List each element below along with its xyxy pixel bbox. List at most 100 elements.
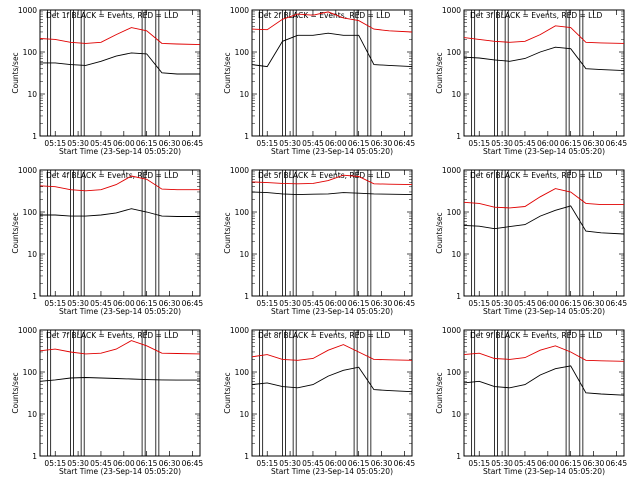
events-series-line (251, 32, 413, 68)
lld-series-line (463, 188, 624, 209)
x-tick-label: 06:45 (394, 139, 416, 148)
x-tick-label: 06:30 (583, 139, 605, 148)
x-tick-label: 06:15 (560, 459, 582, 468)
x-axis-label: Start Time (23-Sep-14 05:05:20) (59, 147, 181, 156)
x-tick-label: 06:15 (136, 139, 158, 148)
x-tick-label: 06:00 (537, 299, 559, 308)
y-tick-label: 100 (235, 208, 250, 217)
y-tick-label: 1000 (230, 326, 249, 335)
lld-series-line (39, 340, 201, 355)
panel-title: Det 6f BLACK = Events, RED = LLD (470, 171, 603, 180)
lld-series-line (463, 345, 625, 362)
x-tick-label: 06:45 (182, 459, 204, 468)
x-tick-label: 05:15 (256, 299, 278, 308)
x-tick-label: 06:15 (560, 299, 582, 308)
panel-det-1: Det 1f BLACK = Events, RED = LLD 1 10 100 10… (11, 6, 203, 156)
x-tick-label: 05:45 (514, 299, 536, 308)
y-tick-label: 1000 (442, 6, 461, 15)
panel-title: Det 3f BLACK = Events, RED = LLD (470, 11, 603, 20)
x-tick-label: 05:45 (90, 139, 112, 148)
y-tick-label: 1000 (230, 6, 249, 15)
x-axis-label: Start Time (23-Sep-14 05:05:20) (483, 307, 605, 316)
x-tick-label: 06:30 (371, 459, 393, 468)
plot-frame (39, 169, 201, 297)
events-series-line (463, 205, 625, 235)
x-tick-label: 06:00 (537, 459, 559, 468)
panel-det-4: Det 4f BLACK = Events, RED = LLD 1 10 100 10… (11, 166, 203, 316)
lld-series-line (251, 11, 413, 33)
y-tick-label: 1000 (18, 166, 37, 175)
panel-det-2: Det 2f BLACK = Events, RED = LLD 1 10 100 10… (223, 6, 415, 156)
y-tick-label: 100 (235, 368, 250, 377)
x-tick-label: 05:30 (491, 139, 513, 148)
y-tick-label: 1 (244, 132, 249, 141)
y-tick-label: 100 (447, 48, 462, 57)
x-axis-label: Start Time (23-Sep-14 05:05:20) (59, 467, 181, 476)
x-tick-label: 05:45 (514, 459, 536, 468)
y-tick-label: 10 (27, 90, 37, 99)
lld-series-line (39, 175, 200, 192)
x-tick-label: 05:30 (67, 459, 89, 468)
x-tick-label: 06:00 (113, 459, 135, 468)
panel-title: Det 5f BLACK = Events, RED = LLD (258, 171, 391, 180)
x-tick-label: 06:15 (348, 459, 370, 468)
y-tick-label: 10 (27, 250, 37, 259)
x-tick-label: 06:30 (371, 139, 393, 148)
y-tick-label: 10 (451, 250, 461, 259)
x-axis-label: Start Time (23-Sep-14 05:05:20) (271, 147, 393, 156)
x-axis-label: Start Time (23-Sep-14 05:05:20) (271, 467, 393, 476)
lld-series-line (463, 25, 625, 44)
panel-det-9: Det 9f BLACK = Events, RED = LLD 1 10 100 10… (435, 326, 627, 476)
x-tick-label: 05:15 (44, 139, 66, 148)
x-axis-label: Start Time (23-Sep-14 05:05:20) (59, 307, 181, 316)
panel-det-3: Det 3f BLACK = Events, RED = LLD 1 10 100 10… (435, 6, 627, 156)
plot-frame (39, 9, 201, 137)
plot-frame (39, 329, 201, 457)
y-tick-label: 10 (239, 250, 249, 259)
x-tick-label: 05:30 (67, 299, 89, 308)
y-axis-label: Counts/sec (435, 212, 444, 253)
y-tick-label: 100 (235, 48, 250, 57)
x-tick-label: 06:45 (182, 139, 204, 148)
x-tick-label: 06:15 (348, 139, 370, 148)
y-tick-label: 100 (23, 208, 38, 217)
y-tick-label: 1 (244, 452, 249, 461)
y-tick-label: 100 (23, 48, 38, 57)
x-tick-label: 06:30 (159, 139, 181, 148)
x-tick-label: 06:00 (325, 139, 347, 148)
x-tick-label: 05:30 (279, 139, 301, 148)
events-series-line (40, 52, 200, 75)
y-tick-label: 100 (447, 368, 462, 377)
y-tick-label: 1000 (18, 326, 37, 335)
panel-det-7: Det 7f BLACK = Events, RED = LLD 1 10 100 10… (11, 326, 203, 476)
x-tick-label: 05:15 (256, 459, 278, 468)
panel-title: Det 8f BLACK = Events, RED = LLD (258, 331, 391, 340)
x-tick-label: 06:15 (136, 299, 158, 308)
events-series-line (463, 365, 625, 396)
x-tick-label: 05:45 (90, 459, 112, 468)
x-tick-label: 06:00 (325, 299, 347, 308)
x-axis-label: Start Time (23-Sep-14 05:05:20) (483, 467, 605, 476)
x-tick-label: 05:45 (302, 459, 324, 468)
x-tick-label: 05:15 (44, 459, 66, 468)
x-tick-label: 05:30 (491, 459, 513, 468)
events-series-line (251, 191, 413, 196)
x-tick-label: 05:15 (468, 299, 490, 308)
x-tick-label: 06:30 (159, 459, 181, 468)
lld-series-line (39, 27, 201, 46)
y-tick-label: 1 (32, 292, 37, 301)
y-tick-label: 1 (456, 292, 461, 301)
x-tick-label: 06:15 (348, 299, 370, 308)
x-tick-label: 05:30 (279, 459, 301, 468)
panel-title: Det 2f BLACK = Events, RED = LLD (258, 11, 391, 20)
y-tick-label: 1 (32, 132, 37, 141)
y-axis-label: Counts/sec (11, 52, 20, 93)
x-tick-label: 06:45 (606, 139, 628, 148)
x-tick-label: 06:30 (583, 459, 605, 468)
y-axis-label: Counts/sec (435, 372, 444, 413)
x-tick-label: 06:45 (394, 459, 416, 468)
x-tick-label: 06:30 (583, 299, 605, 308)
x-tick-label: 06:45 (606, 299, 628, 308)
x-tick-label: 06:15 (560, 139, 582, 148)
y-axis-label: Counts/sec (11, 212, 20, 253)
